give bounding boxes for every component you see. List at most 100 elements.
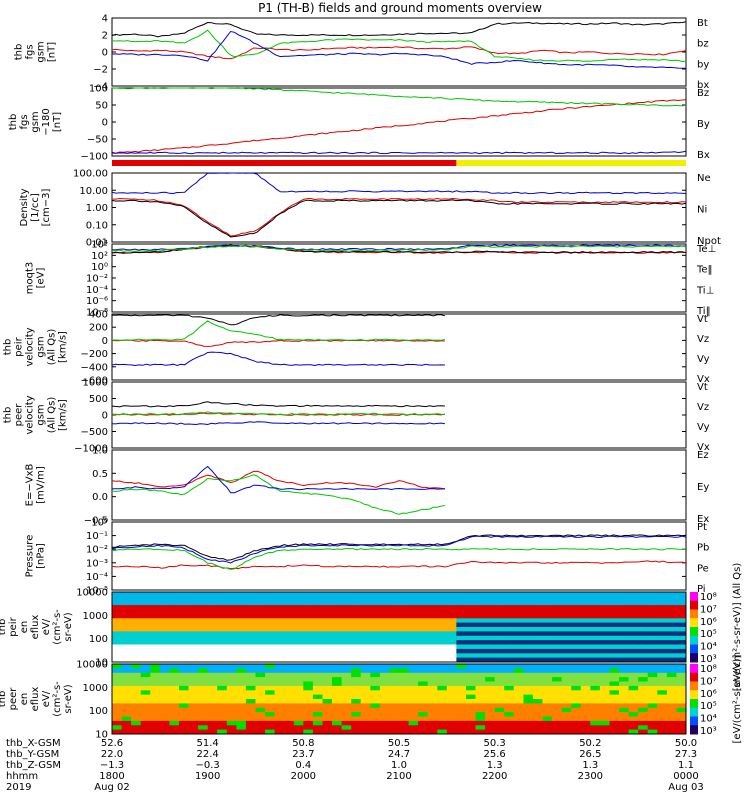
y-tick-label: 10⁻⁵ <box>86 586 108 597</box>
heatmap-cell <box>322 609 333 615</box>
heatmap-cell <box>332 657 343 663</box>
heatmap-cell <box>188 664 199 669</box>
heatmap-cell <box>638 668 649 674</box>
heatmap-cell <box>140 596 151 602</box>
heatmap-cell <box>121 681 132 687</box>
series-line-Ti⊥ <box>111 244 687 251</box>
heatmap-cell <box>619 648 630 654</box>
heatmap-cell <box>312 690 323 696</box>
heatmap-cell <box>456 657 467 663</box>
heatmap-cell <box>532 618 543 624</box>
heatmap-cell <box>150 690 161 696</box>
heatmap-cell <box>427 725 438 731</box>
legend-Ti‖: Ti‖ <box>696 306 711 317</box>
heatmap-cell <box>466 618 477 624</box>
heatmap-cell <box>322 664 333 669</box>
heatmap-cell <box>437 703 448 709</box>
heatmap-cell <box>188 703 199 709</box>
heatmap-cell <box>370 635 381 641</box>
heatmap-cell <box>389 644 400 650</box>
heatmap-cell <box>552 644 563 650</box>
heatmap-cell <box>370 685 381 691</box>
y-tick-label: 10000 <box>76 660 108 671</box>
heatmap-cell <box>523 592 534 597</box>
heatmap-cell <box>456 685 467 691</box>
heatmap-cell <box>599 596 610 602</box>
heatmap-cell <box>303 648 314 654</box>
heatmap-cell <box>341 677 352 682</box>
heatmap-cell <box>647 609 658 615</box>
heatmap-cell <box>399 681 410 687</box>
heatmap-cell <box>408 729 419 735</box>
heatmap-cell <box>619 631 630 637</box>
heatmap-cell <box>198 712 209 717</box>
heatmap-cell <box>303 716 314 722</box>
heatmap-cell <box>437 681 448 687</box>
y-axis-label-line: eV/ <box>41 690 52 707</box>
heatmap-cell <box>293 690 304 696</box>
heatmap-cell <box>360 640 371 645</box>
heatmap-cell <box>265 644 276 650</box>
y-axis-label-line: [nT] <box>52 112 63 132</box>
heatmap-cell <box>466 690 477 696</box>
heatmap-cell <box>552 672 563 678</box>
y-tick-label: 0 <box>102 336 108 347</box>
heatmap-cell <box>245 627 256 632</box>
heatmap-cell <box>571 613 582 619</box>
heatmap-cell <box>609 600 620 606</box>
heatmap-cell <box>437 613 448 619</box>
heatmap-cell <box>341 694 352 700</box>
heatmap-cell <box>351 699 362 704</box>
heatmap-cell <box>666 600 677 606</box>
heatmap-cell <box>408 694 419 700</box>
heatmap-cell <box>513 613 524 619</box>
heatmap-cell <box>475 720 486 726</box>
heatmap-cell <box>255 699 266 704</box>
legend-Vy: Vy <box>697 422 710 433</box>
heatmap-cell <box>322 622 333 628</box>
heatmap-cell <box>150 716 161 722</box>
heatmap-cell <box>198 707 209 713</box>
heatmap-cell <box>466 640 477 645</box>
heatmap-cell <box>609 681 620 687</box>
heatmap-cell <box>561 635 572 641</box>
heatmap-cell <box>666 648 677 654</box>
heatmap-cell <box>255 720 266 726</box>
heatmap-cell <box>580 668 591 674</box>
heatmap-cell <box>666 596 677 602</box>
heatmap-cell <box>112 681 123 687</box>
heatmap-cell <box>475 681 486 687</box>
heatmap-cell <box>494 694 505 700</box>
heatmap-cell <box>628 627 639 632</box>
heatmap-cell <box>265 640 276 645</box>
heatmap-cell <box>599 622 610 628</box>
heatmap-cell <box>590 613 601 619</box>
series-line-Vx <box>111 421 445 426</box>
heatmap-cell <box>131 668 142 674</box>
heatmap-cell <box>226 672 237 678</box>
heatmap-cell <box>198 720 209 726</box>
colorbar-tick-label: 10³ <box>700 726 717 737</box>
heatmap-cell <box>293 605 304 610</box>
heatmap-cell <box>159 635 170 641</box>
heatmap-cell <box>236 694 247 700</box>
heatmap-cell <box>504 716 515 722</box>
heatmap-cell <box>619 681 630 687</box>
heatmap-cell <box>274 690 285 696</box>
x-axis-tick-label: −0.3 <box>196 760 220 771</box>
heatmap-cell <box>140 605 151 610</box>
heatmap-cell <box>370 681 381 687</box>
heatmap-cell <box>169 622 180 628</box>
colorbar-swatch <box>690 600 698 610</box>
heatmap-cell <box>542 631 553 637</box>
panel-peer_velocity: thbpeervelocitygsm(All Qs)[km/s]10005000… <box>3 378 710 455</box>
heatmap-cell <box>169 596 180 602</box>
x-axis-tick-label: 1.0 <box>391 760 407 771</box>
y-axis-label-line: (cm²-s- <box>52 609 63 645</box>
heatmap-cell <box>169 690 180 696</box>
heatmap-cell <box>255 685 266 691</box>
heatmap-cell <box>112 672 123 678</box>
heatmap-cell <box>245 648 256 654</box>
heatmap-cell <box>322 631 333 637</box>
